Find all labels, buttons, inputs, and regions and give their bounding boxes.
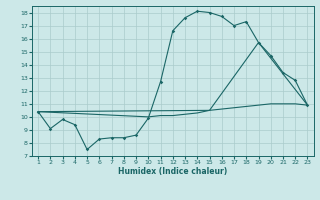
X-axis label: Humidex (Indice chaleur): Humidex (Indice chaleur)	[118, 167, 228, 176]
